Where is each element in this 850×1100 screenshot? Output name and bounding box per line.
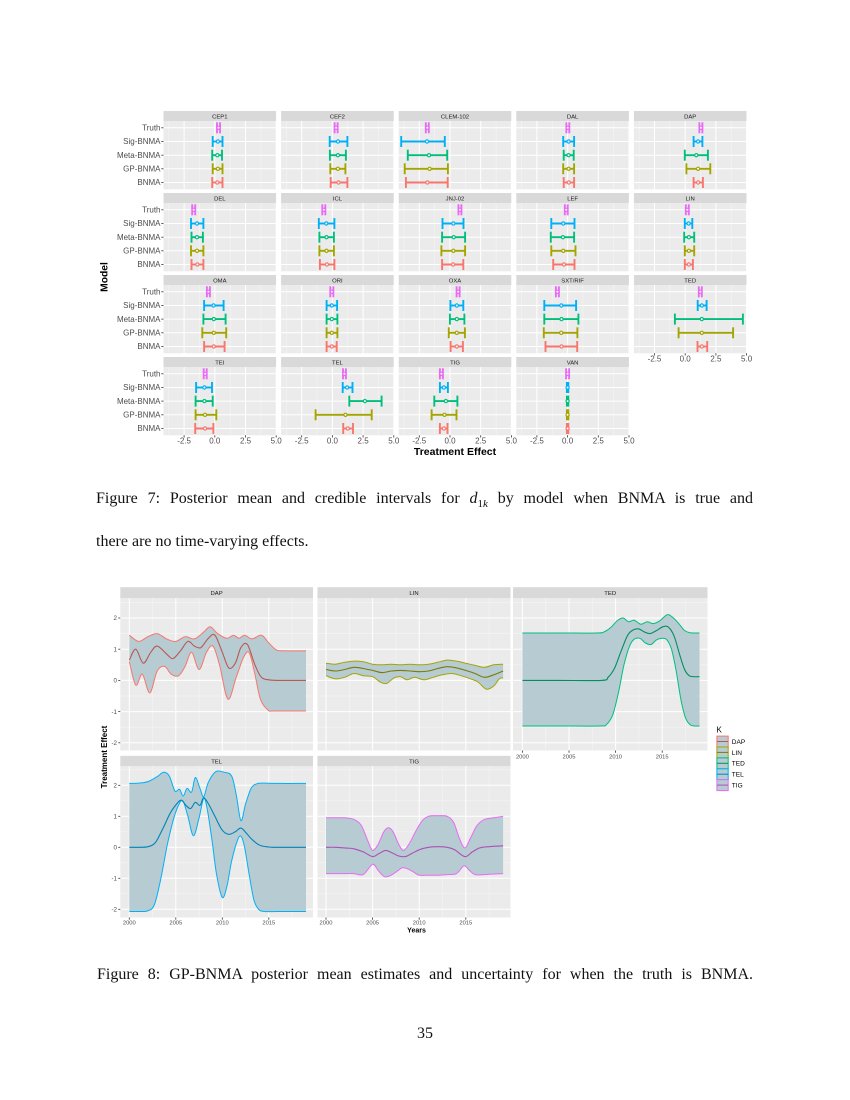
svg-text:2: 2 (114, 615, 118, 622)
svg-text:GP-BNMA: GP-BNMA (123, 246, 161, 255)
svg-text:Meta-BNMA: Meta-BNMA (117, 233, 161, 242)
svg-text:0.0: 0.0 (562, 437, 574, 446)
svg-text:5.0: 5.0 (506, 437, 518, 446)
svg-text:SXT/RIF: SXT/RIF (561, 278, 584, 284)
svg-text:TIG: TIG (409, 759, 419, 765)
svg-text:Truth: Truth (142, 123, 160, 132)
svg-text:Truth: Truth (142, 369, 160, 378)
svg-text:5.0: 5.0 (623, 437, 635, 446)
svg-text:VAN: VAN (567, 360, 579, 366)
svg-text:0: 0 (114, 845, 118, 852)
svg-text:DAL: DAL (567, 114, 579, 120)
svg-text:2.5: 2.5 (710, 355, 722, 364)
svg-text:CEP1: CEP1 (212, 114, 227, 120)
svg-text:2000: 2000 (320, 921, 333, 927)
svg-text:CLEM-102: CLEM-102 (441, 114, 469, 120)
svg-text:-2.5: -2.5 (295, 437, 309, 446)
svg-text:2005: 2005 (563, 754, 576, 760)
svg-text:GP-BNMA: GP-BNMA (123, 328, 161, 337)
svg-text:2010: 2010 (413, 921, 426, 927)
svg-text:LIN: LIN (732, 750, 742, 757)
svg-text:Years: Years (407, 927, 426, 934)
svg-text:2.5: 2.5 (475, 437, 487, 446)
svg-text:2015: 2015 (459, 921, 472, 927)
svg-text:Sig-BNMA: Sig-BNMA (123, 219, 161, 228)
svg-text:TIG: TIG (450, 360, 460, 366)
svg-text:-2: -2 (111, 740, 117, 747)
svg-text:0.0: 0.0 (680, 355, 692, 364)
svg-text:Sig-BNMA: Sig-BNMA (123, 301, 161, 310)
svg-text:Treatment Effect: Treatment Effect (100, 725, 109, 788)
svg-text:TEL: TEL (332, 360, 344, 366)
svg-text:Treatment Effect: Treatment Effect (414, 446, 497, 458)
svg-text:2: 2 (114, 783, 118, 790)
svg-text:LIN: LIN (409, 591, 418, 597)
svg-text:Model: Model (100, 262, 111, 292)
svg-text:TEL: TEL (732, 772, 744, 779)
svg-text:2010: 2010 (216, 921, 229, 927)
svg-text:DAP: DAP (684, 114, 696, 120)
svg-text:Meta-BNMA: Meta-BNMA (117, 315, 161, 324)
svg-text:ORI: ORI (332, 278, 343, 284)
svg-text:OMA: OMA (213, 278, 226, 284)
svg-text:1: 1 (114, 814, 118, 821)
svg-text:-2.5: -2.5 (412, 437, 426, 446)
svg-text:TED: TED (732, 761, 745, 768)
svg-text:DEL: DEL (214, 196, 226, 202)
svg-text:BNMA: BNMA (137, 342, 161, 351)
svg-text:5.0: 5.0 (388, 437, 400, 446)
svg-text:2.5: 2.5 (358, 437, 370, 446)
svg-text:BNMA: BNMA (137, 178, 161, 187)
svg-text:LEF: LEF (567, 196, 578, 202)
svg-text:1: 1 (114, 646, 118, 653)
svg-text:-2.5: -2.5 (648, 355, 662, 364)
svg-text:BNMA: BNMA (137, 260, 161, 269)
svg-text:Truth: Truth (142, 205, 160, 214)
svg-text:DAP: DAP (211, 591, 223, 597)
svg-text:OXA: OXA (449, 278, 462, 284)
svg-text:2005: 2005 (169, 921, 182, 927)
svg-text:2015: 2015 (262, 921, 275, 927)
svg-text:BNMA: BNMA (137, 424, 161, 433)
svg-text:TED: TED (684, 278, 696, 284)
svg-text:2000: 2000 (123, 921, 136, 927)
svg-text:DAP: DAP (732, 739, 745, 746)
svg-text:0.0: 0.0 (209, 437, 221, 446)
svg-text:K: K (717, 726, 723, 735)
svg-text:ICL: ICL (333, 196, 343, 202)
svg-text:-1: -1 (111, 876, 117, 883)
svg-text:2000: 2000 (516, 754, 529, 760)
svg-text:0: 0 (114, 678, 118, 685)
svg-text:2015: 2015 (656, 754, 669, 760)
svg-text:5.0: 5.0 (741, 355, 753, 364)
svg-text:Sig-BNMA: Sig-BNMA (123, 137, 161, 146)
svg-text:CEF2: CEF2 (330, 114, 345, 120)
svg-text:2010: 2010 (609, 754, 622, 760)
svg-text:TIG: TIG (732, 783, 743, 790)
svg-text:Meta-BNMA: Meta-BNMA (117, 397, 161, 406)
svg-text:-1: -1 (111, 709, 117, 716)
svg-text:0.0: 0.0 (444, 437, 456, 446)
svg-text:LIN: LIN (686, 196, 695, 202)
svg-text:TEL: TEL (211, 759, 223, 765)
svg-text:TED: TED (604, 591, 616, 597)
svg-text:JNJ-02: JNJ-02 (446, 196, 465, 202)
svg-text:-2.5: -2.5 (530, 437, 544, 446)
svg-text:0.0: 0.0 (327, 437, 339, 446)
svg-text:Truth: Truth (142, 287, 160, 296)
svg-text:Sig-BNMA: Sig-BNMA (123, 383, 161, 392)
svg-text:-2: -2 (111, 907, 117, 914)
svg-text:-2.5: -2.5 (177, 437, 191, 446)
svg-text:TEI: TEI (215, 360, 225, 366)
svg-text:GP-BNMA: GP-BNMA (123, 164, 161, 173)
svg-text:Meta-BNMA: Meta-BNMA (117, 151, 161, 160)
svg-text:2.5: 2.5 (593, 437, 605, 446)
svg-text:5.0: 5.0 (271, 437, 283, 446)
svg-text:2.5: 2.5 (240, 437, 252, 446)
svg-text:2005: 2005 (366, 921, 379, 927)
svg-text:GP-BNMA: GP-BNMA (123, 410, 161, 419)
